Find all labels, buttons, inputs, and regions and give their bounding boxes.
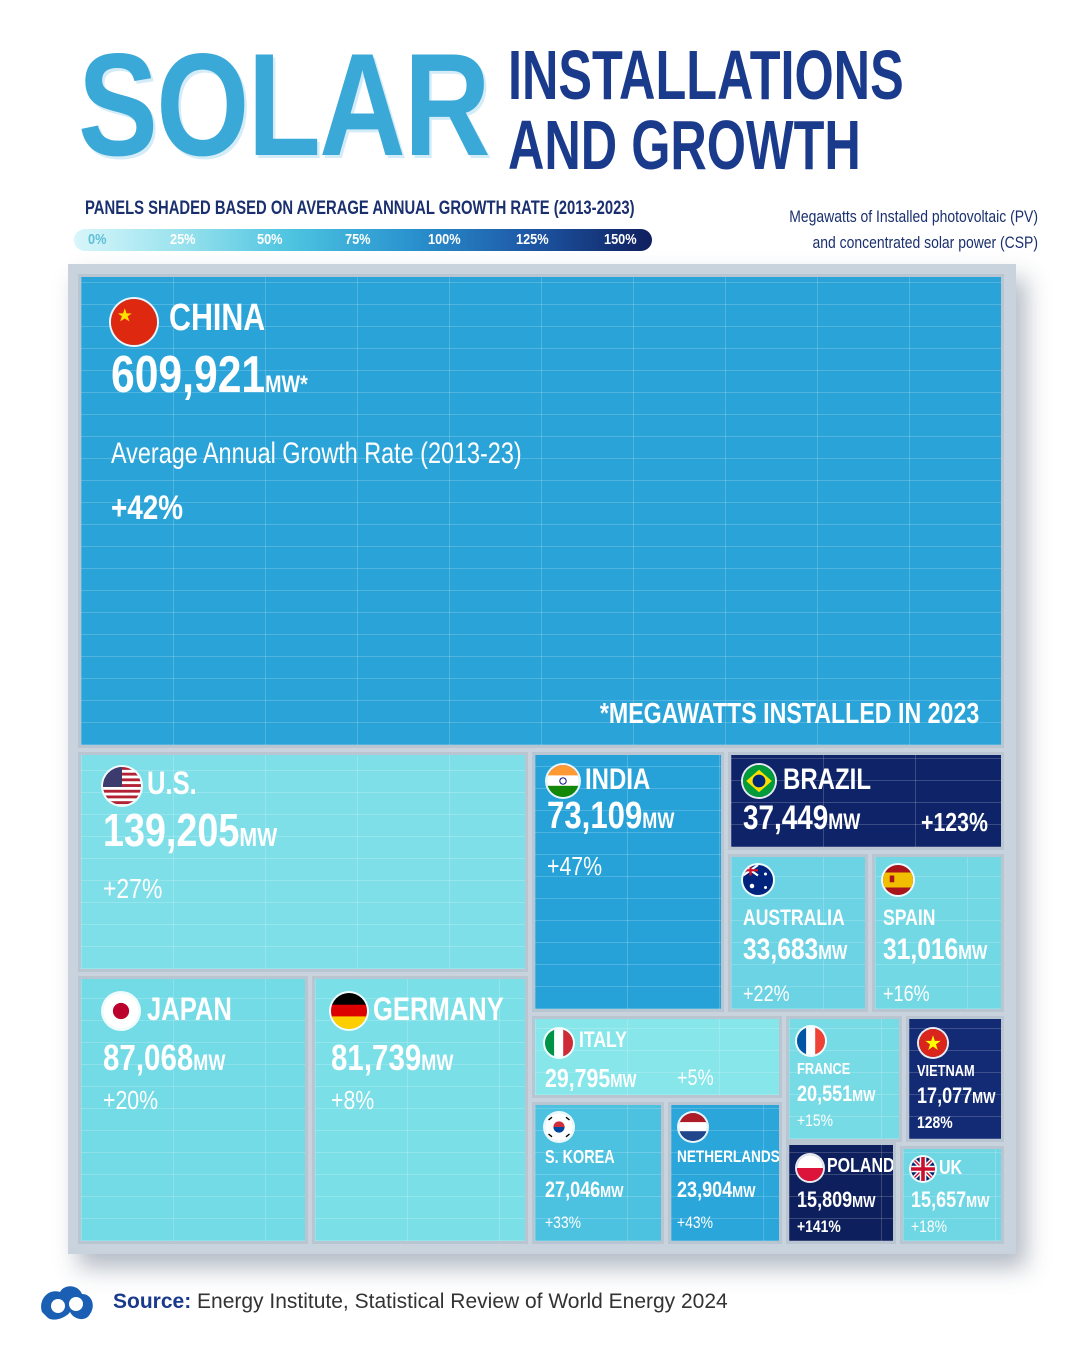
spain-flag-icon <box>883 865 913 895</box>
treemap-tile-netherlands: NETHERLANDS 23,904MW +43% <box>668 1102 782 1244</box>
australia-flag-icon <box>743 865 773 895</box>
treemap-tile-us: U.S. 139,205MW +27% <box>78 752 528 972</box>
value-label: 15,657MW <box>911 1187 990 1212</box>
france-flag-icon <box>797 1027 825 1055</box>
title-solar: SOLAR <box>78 23 490 186</box>
footnote: *MEGAWATTS INSTALLED IN 2023 <box>599 698 979 730</box>
title-line-1: INSTALLATIONS <box>508 36 904 114</box>
value-label: 87,068MW <box>103 1037 226 1078</box>
value-label: 609,921MW* <box>111 346 308 404</box>
value-label: 17,077MW <box>917 1083 996 1108</box>
country-label: POLAND <box>827 1155 895 1177</box>
growth-rate-label: +18% <box>911 1217 948 1236</box>
treemap-tile-brazil: BRAZIL 37,449MW +123% <box>728 752 1004 850</box>
growth-rate-label: +47% <box>547 851 603 881</box>
country-label: CHINA <box>169 297 266 339</box>
country-label: JAPAN <box>147 991 232 1027</box>
treemap-tile-china: CHINA 609,921MW* Average Annual Growth Rat… <box>78 274 1004 748</box>
growth-rate-label: +33% <box>545 1213 582 1232</box>
italy-flag-icon <box>545 1029 573 1057</box>
growth-rate-label: +42% <box>111 489 184 527</box>
japan-flag-icon <box>103 993 139 1029</box>
value-label: 27,046MW <box>545 1177 624 1202</box>
treemap-tile-japan: JAPAN 87,068MW +20% <box>78 976 308 1244</box>
country-label: FRANCE <box>797 1061 851 1078</box>
value-label: 31,016MW <box>883 933 988 966</box>
legend-title: PANELS SHADED BASED ON AVERAGE ANNUAL GR… <box>85 198 635 219</box>
value-label: 139,205MW <box>103 804 278 856</box>
legend-tick-6: 150% <box>604 231 637 248</box>
source-label: Source: <box>113 1290 192 1313</box>
units-line-1: Megawatts of Installed photovoltaic (PV) <box>789 207 1038 226</box>
growth-rate-label: +123% <box>921 807 988 837</box>
us-flag-icon <box>103 767 141 805</box>
country-label: AUSTRALIA <box>743 905 845 930</box>
value-label: 29,795MW <box>545 1063 637 1093</box>
treemap-tile-poland: POLAND 15,809MW +141% <box>786 1142 896 1244</box>
vietnam-flag-icon <box>919 1029 947 1057</box>
treemap-tile-australia: AUSTRALIA 33,683MW +22% <box>728 854 868 1012</box>
country-label: UK <box>939 1157 963 1179</box>
growth-rate-label: +15% <box>797 1111 834 1130</box>
treemap-tile-s-korea: S. KOREA 27,046MW +33% <box>532 1102 664 1244</box>
growth-rate-caption: Average Annual Growth Rate (2013-23) <box>111 437 522 470</box>
value-label: 33,683MW <box>743 933 848 966</box>
source-text: Energy Institute, Statistical Review of … <box>191 1290 728 1313</box>
country-label: VIETNAM <box>917 1063 975 1080</box>
uk-flag-icon <box>911 1157 935 1181</box>
growth-rate-label: +8% <box>331 1085 375 1115</box>
treemap-tile-france: FRANCE 20,551MW +15% <box>786 1016 902 1142</box>
growth-rate-label: +43% <box>677 1213 714 1232</box>
treemap-tile-india: INDIA 73,109MW +47% <box>532 752 724 1012</box>
value-label: 23,904MW <box>677 1177 756 1202</box>
legend-tick-3: 75% <box>345 231 371 248</box>
india-flag-icon <box>547 765 579 797</box>
legend-tick-2: 50% <box>257 231 283 248</box>
legend-tick-1: 25% <box>170 231 196 248</box>
units-line-2: and concentrated solar power (CSP) <box>812 233 1038 252</box>
units-note: Megawatts of Installed photovoltaic (PV)… <box>759 204 1038 256</box>
treemap-tile-italy: ITALY 29,795MW +5% <box>532 1016 782 1098</box>
treemap-tile-uk: UK 15,657MW +18% <box>900 1146 1004 1244</box>
value-label: 15,809MW <box>797 1187 876 1212</box>
country-label: INDIA <box>585 763 651 796</box>
country-label: BRAZIL <box>783 763 871 796</box>
poland-flag-icon <box>797 1155 823 1181</box>
legend-color-scale <box>74 229 652 251</box>
growth-rate-label: +20% <box>103 1085 159 1115</box>
country-label: ITALY <box>579 1027 627 1052</box>
s-korea-flag-icon <box>545 1113 573 1141</box>
treemap-tile-vietnam: VIETNAM 17,077MW 128% <box>906 1016 1004 1142</box>
legend-tick-4: 100% <box>428 231 461 248</box>
treemap-tile-germany: GERMANY 81,739MW +8% <box>312 976 528 1244</box>
country-label: SPAIN <box>883 905 936 930</box>
germany-flag-icon <box>331 993 367 1029</box>
source-note: Source: Energy Institute, Statistical Re… <box>113 1290 728 1314</box>
country-label: GERMANY <box>373 991 504 1027</box>
treemap: CHINA 609,921MW* Average Annual Growth Rat… <box>68 264 1016 1254</box>
value-label: 37,449MW <box>743 799 861 837</box>
growth-rate-label: +141% <box>797 1217 841 1236</box>
logo-icon <box>41 1286 93 1320</box>
value-label: 81,739MW <box>331 1037 454 1078</box>
title-line-2: AND GROWTH <box>508 106 861 184</box>
legend-tick-5: 125% <box>516 231 549 248</box>
country-label: NETHERLANDS <box>677 1147 780 1166</box>
netherlands-flag-icon <box>679 1113 707 1141</box>
value-label: 20,551MW <box>797 1081 876 1106</box>
growth-rate-label: +22% <box>743 981 790 1006</box>
growth-rate-label: +16% <box>883 981 930 1006</box>
china-flag-icon <box>111 299 157 345</box>
brazil-flag-icon <box>743 765 775 797</box>
growth-rate-label: +27% <box>103 873 163 904</box>
growth-rate-label: +5% <box>677 1065 714 1090</box>
country-label: S. KOREA <box>545 1147 615 1167</box>
treemap-tile-spain: SPAIN 31,016MW +16% <box>872 854 1004 1012</box>
country-label: U.S. <box>147 765 197 801</box>
growth-rate-label: 128% <box>917 1113 953 1132</box>
value-label: 73,109MW <box>547 795 675 837</box>
legend-tick-0: 0% <box>88 231 107 248</box>
